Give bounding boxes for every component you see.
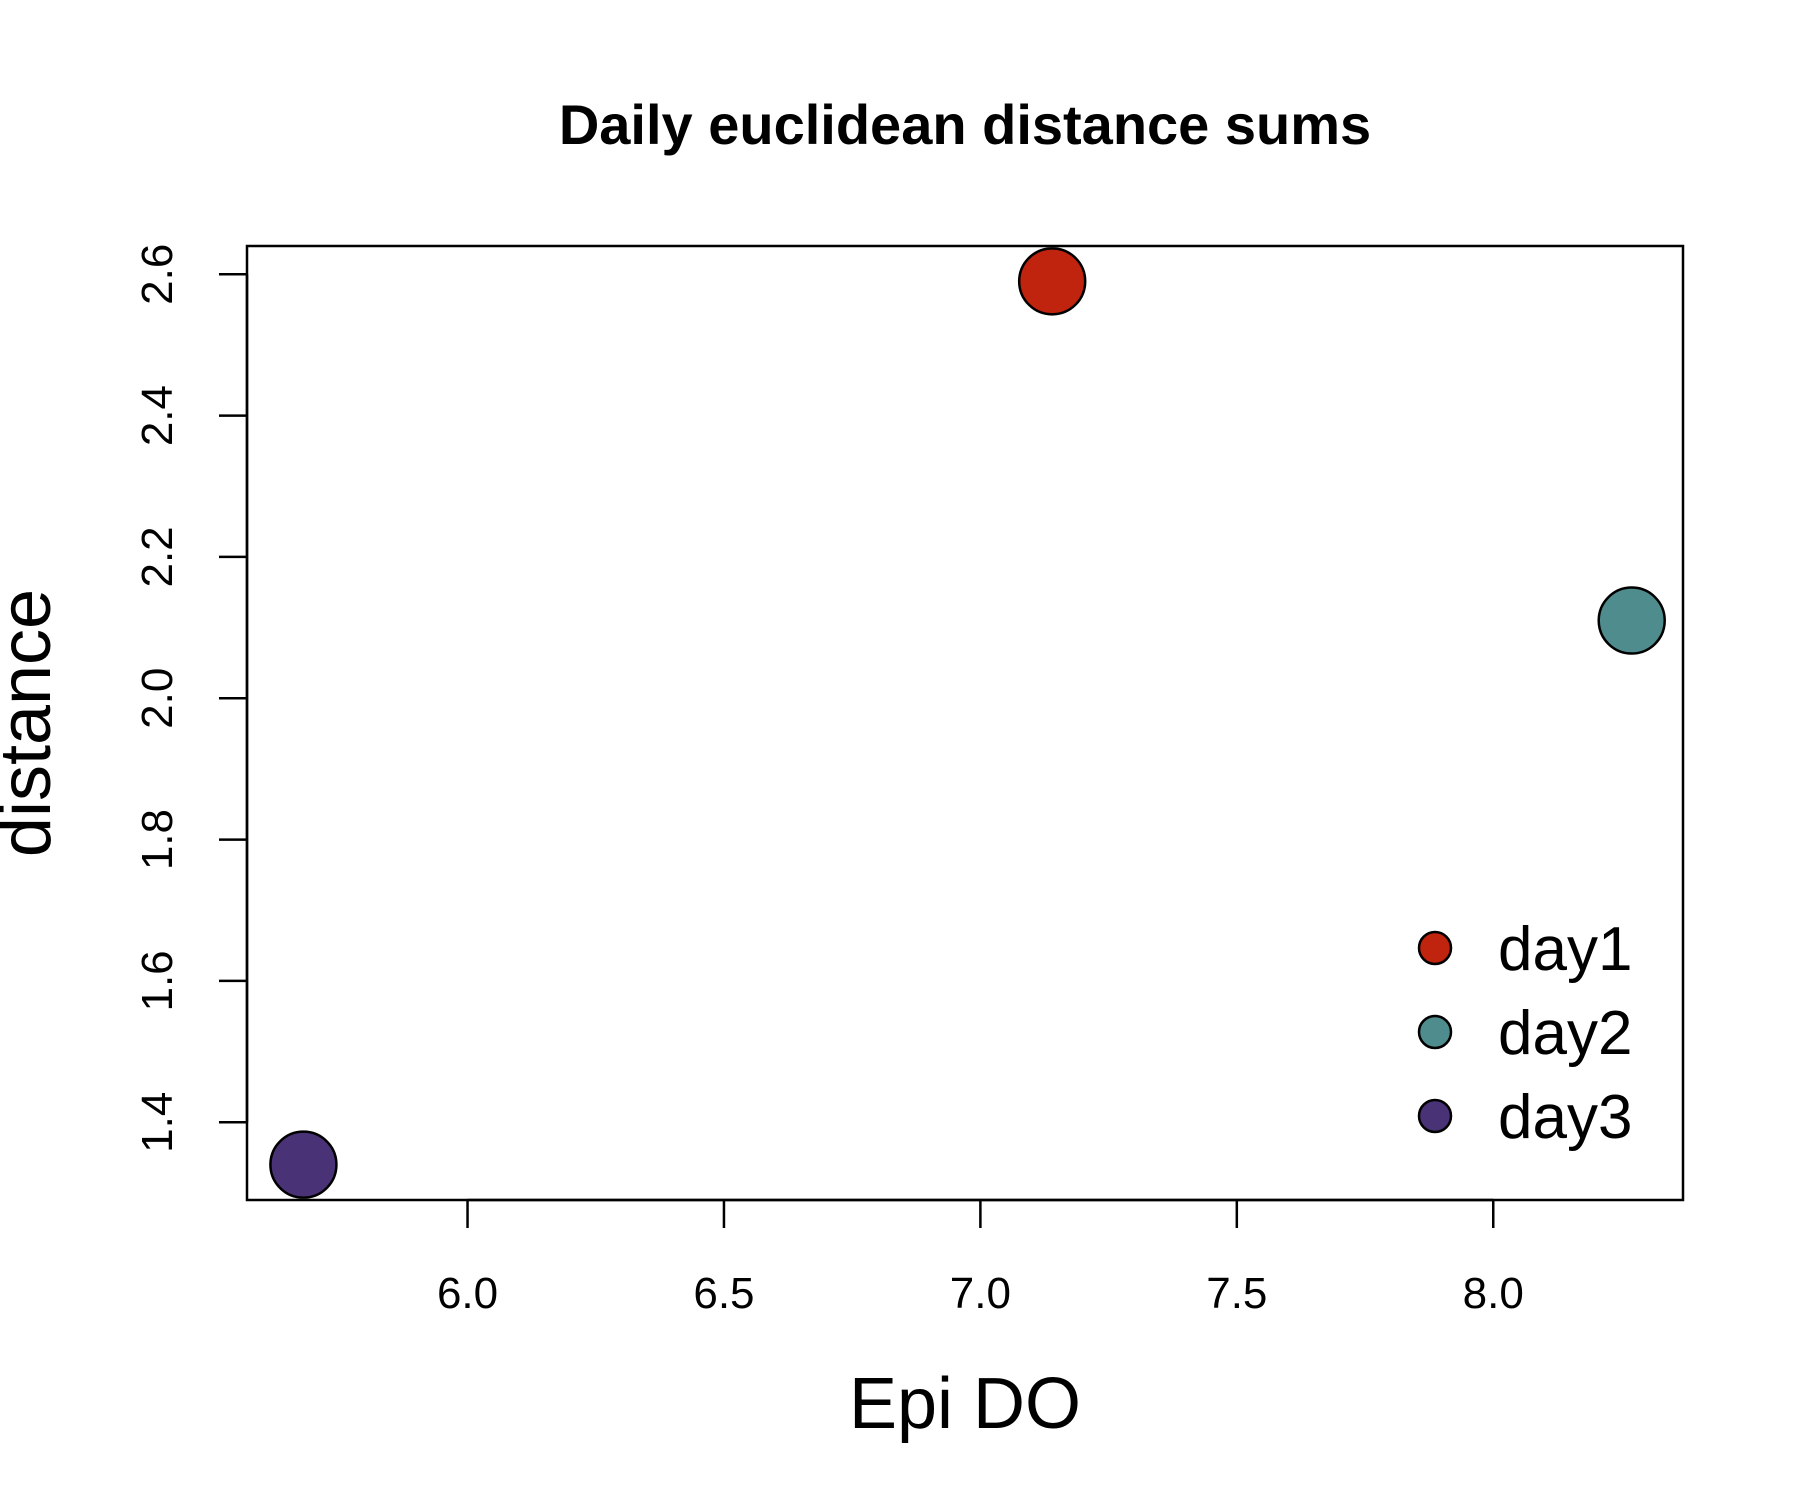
data-points (269, 247, 1666, 1199)
y-tick-label: 1.8 (133, 809, 182, 870)
chart-title: Daily euclidean distance sums (559, 93, 1371, 156)
point-day1 (1017, 247, 1087, 316)
x-tick-label: 7.5 (1206, 1269, 1267, 1318)
x-tick-label: 6.0 (437, 1269, 498, 1318)
legend-label-day3: day3 (1498, 1083, 1632, 1152)
x-tick-label: 7.0 (950, 1269, 1011, 1318)
x-tick-label: 8.0 (1463, 1269, 1524, 1318)
x-axis: 6.0 6.5 7.0 7.5 8.0 (437, 1198, 1524, 1318)
x-axis-label: Epi DO (849, 1364, 1081, 1444)
legend-label-day1: day1 (1498, 915, 1632, 984)
y-tick-label: 2.0 (133, 668, 182, 729)
legend-marker-day2 (1417, 1014, 1453, 1050)
legend-marker-day3 (1417, 1098, 1453, 1134)
legend-marker-day1 (1417, 930, 1453, 966)
y-tick-label: 1.4 (133, 1092, 182, 1153)
legend: day1 day2 day3 (1417, 915, 1632, 1152)
y-axis: 1.4 1.6 1.8 2.0 2.2 2.4 2.6 (133, 244, 249, 1153)
y-axis-label: distance (0, 589, 66, 857)
point-day2 (1597, 586, 1666, 655)
y-tick-label: 2.2 (133, 526, 182, 587)
y-tick-label: 2.4 (133, 385, 182, 446)
legend-label-day2: day2 (1498, 999, 1632, 1068)
point-day3 (269, 1130, 338, 1199)
y-tick-label: 2.6 (133, 244, 182, 305)
x-tick-label: 6.5 (693, 1269, 754, 1318)
y-tick-label: 1.6 (133, 950, 182, 1011)
plot-area-frame (245, 244, 1685, 1202)
